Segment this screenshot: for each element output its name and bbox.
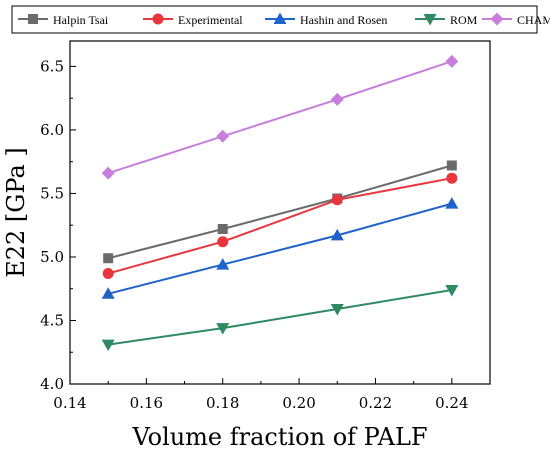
y-tick-label: 4.5	[40, 311, 64, 329]
legend-item: ROM	[415, 13, 478, 27]
data-point	[446, 160, 457, 171]
x-tick-label: 0.16	[130, 394, 163, 412]
series-rom	[101, 284, 459, 352]
plot-frame	[69, 40, 491, 385]
data-point	[445, 54, 459, 68]
data-point	[217, 236, 229, 248]
legend-label: Halpin Tsai	[53, 13, 109, 27]
x-tick-label: 0.20	[282, 394, 315, 412]
legend-item: Hashin and Rosen	[265, 12, 387, 27]
x-tick-label: 0.24	[435, 394, 468, 412]
y-tick-label: 4.0	[40, 375, 64, 393]
series-line	[107, 177, 453, 275]
x-tick-label: 0.22	[359, 394, 392, 412]
x-tick-label: 0.18	[206, 394, 239, 412]
legend-item: Halpin Tsai	[18, 13, 109, 27]
legend-item: Experimental	[143, 13, 243, 27]
data-point	[103, 253, 114, 264]
series-chamis	[101, 54, 459, 180]
series-line	[107, 164, 453, 260]
legend-marker	[152, 13, 164, 25]
series-line	[108, 289, 452, 346]
legend-marker	[28, 14, 38, 24]
y-tick-label: 6.5	[40, 57, 64, 75]
legend-marker	[423, 14, 437, 26]
data-point	[216, 323, 230, 335]
data-point	[216, 258, 230, 270]
x-axis: 0.14 0.16 0.18 0.20 0.22 0.24	[53, 378, 469, 412]
data-point	[101, 339, 115, 352]
series-layer	[101, 54, 459, 352]
legend-label: ROM	[450, 13, 478, 27]
data-point	[101, 166, 115, 180]
data-point	[445, 197, 459, 209]
legend: Halpin Tsai Experimental Hashin and Rosen R…	[11, 5, 550, 34]
data-point	[330, 304, 344, 316]
series-halpin-tsai	[103, 160, 457, 264]
data-point	[330, 92, 344, 106]
legend-marker	[490, 12, 504, 26]
series-line	[107, 60, 453, 175]
data-point	[216, 129, 230, 143]
legend-item: CHAMIS	[482, 12, 550, 27]
y-axis-title: E22 [GPa ]	[2, 147, 30, 278]
legend-marker	[273, 12, 287, 24]
data-point	[217, 224, 228, 235]
series-experimental	[102, 172, 458, 279]
data-point	[101, 287, 115, 299]
data-point	[330, 228, 344, 241]
data-point	[445, 284, 459, 297]
series-line	[107, 202, 453, 295]
x-tick-label: 0.14	[53, 394, 86, 412]
data-point	[102, 267, 114, 279]
y-tick-label: 5.5	[40, 184, 64, 202]
legend-label: Experimental	[178, 13, 243, 27]
data-point	[446, 172, 458, 184]
y-tick-label: 5.0	[40, 248, 64, 266]
y-axis: 4.0 4.5 5.0 5.5 6.0 6.5	[40, 57, 76, 393]
x-axis-title: Volume fraction of PALF	[131, 423, 427, 451]
y-tick-label: 6.0	[40, 121, 64, 139]
legend-label: CHAMIS	[517, 13, 550, 27]
data-point	[331, 194, 343, 206]
series-hashin-and-rosen	[101, 197, 459, 299]
legend-label: Hashin and Rosen	[300, 13, 387, 27]
